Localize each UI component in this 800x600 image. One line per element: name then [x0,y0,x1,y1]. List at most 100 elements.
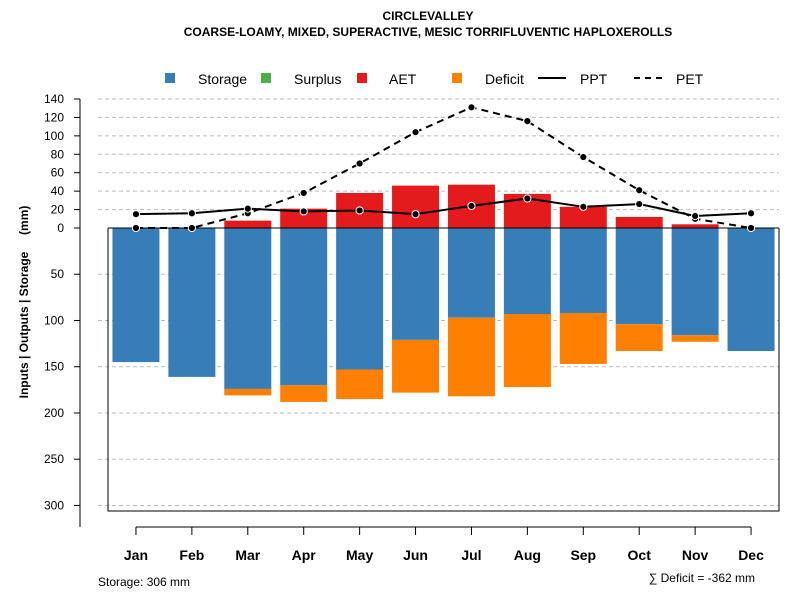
ppt-point [243,204,252,213]
bar-deficit [671,335,719,342]
x-tick-label: Jul [461,547,481,563]
ppt-point [579,202,588,211]
plot-frame [107,227,780,512]
ppt-point [635,199,644,209]
x-tick-label: Aug [514,547,541,563]
y-tick-label: 120 [44,110,64,124]
pet-point [579,152,588,162]
bar-aet [671,224,719,228]
x-tick-label: Jun [403,547,428,563]
y-axis: 0 20 40 60 80 100 120 140 50 100 150 200 250 300 [44,92,81,527]
x-tick-label: Apr [292,547,317,563]
y-tick-label: 300 [44,498,64,512]
y-tick-label: 150 [44,360,64,374]
bar-deficit [447,317,495,397]
chart-title: CIRCLEVALLEY [382,9,473,23]
y-axis-label: Inputs | Outputs | Storage (mm) [17,206,31,399]
bar-storage [392,228,440,340]
legend: Storage Surplus AET Deficit PPT PET [165,71,704,87]
legend-label-pet: PET [676,71,704,87]
ppt-point [411,210,420,219]
y-tick-label: 0 [57,221,64,235]
legend-label-storage: Storage [198,71,247,87]
y-tick-label: 100 [44,313,64,327]
ppt-point [746,209,756,218]
legend-label-surplus: Surplus [294,71,341,87]
series-points [131,103,756,233]
storage-total-label: Storage: 306 mm [98,575,190,589]
x-tick-label: Mar [235,547,260,563]
bar-storage [224,228,272,389]
legend-swatch-aet [357,73,367,83]
bar-aet [280,208,328,228]
ppt-point [467,201,476,210]
x-tick-label: Nov [682,547,709,563]
bar-storage [671,228,719,336]
x-tick-label: Dec [738,547,764,563]
bar-deficit [224,388,272,396]
legend-swatch-deficit [452,73,462,83]
x-tick-label: Jan [124,547,148,563]
bar-storage [559,228,607,314]
bar-deficit [559,313,607,364]
pet-point [131,223,141,233]
y-tick-label: 140 [44,92,64,106]
bar-aet [224,220,272,228]
bar-storage [727,228,775,352]
bar-deficit [503,314,551,388]
bar-aet [615,216,663,228]
bar-storage [168,228,216,377]
ppt-point [355,206,364,215]
series-lines [135,106,752,229]
y-tick-label: 40 [51,184,65,198]
x-tick-label: Oct [628,547,652,563]
pet-point [299,188,308,198]
bar-storage [503,228,551,315]
pet-point [523,117,532,126]
bar-storage [615,228,663,325]
legend-swatch-surplus [261,73,271,83]
ppt-point [131,210,141,219]
y-tick-label: 50 [51,267,65,281]
bar-aet [392,185,440,228]
ppt-point [691,211,700,221]
ppt-line [135,197,752,218]
x-tick-label: May [346,547,373,563]
x-axis: Jan Feb Mar Apr May Jun Jul Aug Sep Oct Nov Dec [124,526,764,563]
y-tick-label: 20 [51,203,65,217]
legend-label-ppt: PPT [580,71,608,87]
pet-point [467,103,476,112]
y-tick-label: 100 [44,129,64,143]
ppt-point [523,194,532,203]
storage-box [107,228,780,512]
bar-deficit [392,339,440,393]
x-tick-label: Feb [179,547,204,563]
bar-deficit [280,385,328,402]
bar-aet [559,206,607,228]
legend-swatch-storage [165,73,175,83]
pet-point [411,128,420,137]
bar-deficit [336,369,384,400]
y-tick-label: 250 [44,452,64,466]
bar-storage [112,228,160,363]
y-tick-label: 80 [51,147,65,161]
y-tick-label: 200 [44,406,64,420]
deficit-total-label: ∑ Deficit = -362 mm [649,571,755,585]
ppt-point [299,207,308,216]
ppt-point [187,209,196,218]
chart-subtitle: COARSE-LOAMY, MIXED, SUPERACTIVE, MESIC … [184,25,672,39]
bar-deficit [615,324,663,352]
bar-storage [447,228,495,318]
y-tick-label: 60 [51,166,65,180]
pet-point [746,223,756,233]
legend-label-deficit: Deficit [485,71,524,87]
bars [112,184,775,402]
bar-storage [280,228,328,386]
x-tick-label: Sep [570,547,596,563]
pet-point [187,223,196,233]
bar-storage [336,228,384,370]
gridlines [98,98,779,506]
pet-point [355,159,364,168]
legend-label-aet: AET [389,71,417,87]
